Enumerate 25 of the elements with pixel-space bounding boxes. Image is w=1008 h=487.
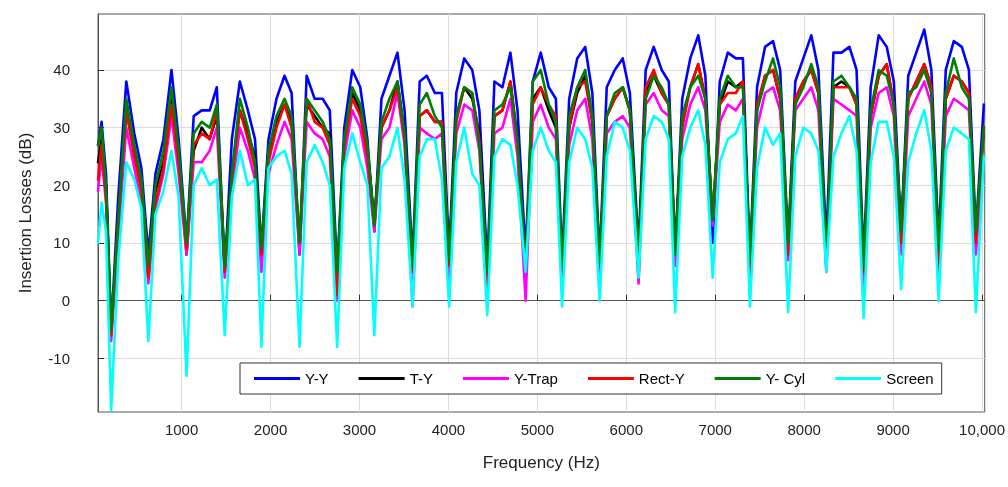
legend-label: Screen — [886, 370, 934, 387]
x-tick-label: 6000 — [609, 421, 643, 438]
x-tick-label: 3000 — [342, 421, 377, 438]
y-tick-label: 40 — [53, 61, 70, 79]
y-tick-label: 10 — [53, 234, 70, 252]
x-tick-label: 10,000 — [959, 421, 1006, 438]
y-axis-title: Insertion Losses (dB) — [16, 132, 35, 294]
legend-label: Y-Trap — [513, 370, 558, 387]
line-series — [96, 109, 986, 412]
legend-label: T-Y — [409, 370, 433, 387]
x-tick-label: 5000 — [520, 421, 555, 438]
x-tick-label: 4000 — [431, 421, 466, 438]
x-tick-label: 8000 — [787, 421, 821, 438]
x-tick-label: 1000 — [164, 421, 199, 438]
y-tick-label: 20 — [53, 176, 70, 194]
y-tick-label: -10 — [48, 349, 70, 367]
y-tick-label: 0 — [61, 292, 70, 310]
legend-label: Rect-Y — [638, 370, 685, 387]
legend-label: Y- Cyl — [765, 370, 806, 387]
legend-label: Y-Y — [305, 370, 329, 387]
x-tick-label: 7000 — [698, 421, 732, 438]
x-tick-label: 9000 — [876, 421, 910, 438]
x-axis-title: Frequency (Hz) — [482, 453, 600, 472]
x-tick-label: 2000 — [253, 421, 288, 438]
y-tick-label: 30 — [53, 119, 70, 137]
